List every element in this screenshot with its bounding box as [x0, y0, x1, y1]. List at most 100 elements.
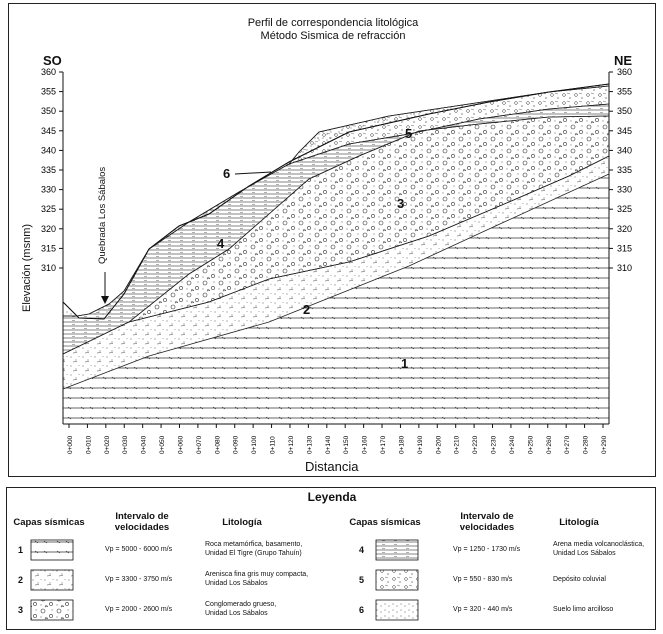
- legend-velocity-3: Vp = 2000 - 2600 m/s: [105, 606, 173, 613]
- x-tick-label: 0+140: [325, 435, 332, 454]
- legend-velocity-6: Vp = 320 - 440 m/s: [453, 606, 513, 613]
- legend-num-6: 6: [359, 605, 365, 615]
- legend-col-velocity-1: Intervalo de: [115, 511, 169, 522]
- layer-label-5: 5: [405, 126, 413, 141]
- x-tick-label: 0+110: [270, 436, 277, 454]
- y-tick-label-right: 330: [617, 185, 632, 195]
- y-axis-label: Elevación (msnm): [21, 223, 33, 312]
- legend-panel: Leyenda Capas sísmicas Intervalo de velo…: [6, 487, 656, 630]
- legend-col-velocity-2b: velocidades: [459, 522, 515, 533]
- layer-1-rock: [63, 174, 609, 424]
- x-tick-label: 0+100: [251, 435, 258, 454]
- y-tick-label-left: 345: [41, 126, 56, 136]
- legend-col-lithology-b: Litología: [559, 517, 599, 528]
- legend-col-lithology: Litología: [222, 517, 262, 528]
- y-tick-label-right: 335: [617, 165, 632, 175]
- legend-lith-1b: Unidad El Tigre (Grupo Tahuín): [205, 550, 302, 557]
- x-tick-label: 0+170: [380, 435, 387, 454]
- x-tick-label: 0+230: [491, 435, 498, 454]
- ground-surface-line: [62, 83, 610, 320]
- y-tick-label-left: 310: [41, 263, 56, 273]
- y-tick-label-left: 360: [41, 67, 56, 77]
- x-tick-label: 0+280: [583, 435, 590, 454]
- legend-col-velocity-2: velocidades: [114, 522, 170, 533]
- x-tick-label: 0+150: [343, 435, 350, 454]
- legend-col-velocity-1b: Intervalo de: [460, 511, 514, 522]
- x-tick-label: 0+290: [601, 435, 608, 454]
- legend-lith-5a: Depósito coluvial: [553, 576, 606, 583]
- legend-lith-4a: Arena media volcanoclástica,: [553, 541, 645, 548]
- y-tick-label-right: 325: [617, 204, 632, 214]
- y-tick-label-right: 345: [617, 126, 632, 136]
- x-tick-label: 0+240: [509, 435, 516, 454]
- legend-velocity-4: Vp = 1250 - 1730 m/s: [453, 546, 521, 553]
- legend-swatch-3: [30, 599, 74, 621]
- legend-num-4: 4: [359, 545, 365, 555]
- legend-swatch-1: [30, 539, 74, 561]
- legend-lith-3a: Conglomerado grueso,: [205, 601, 277, 608]
- x-tick-label: 0+060: [177, 435, 184, 454]
- layer-label-2: 2: [303, 302, 311, 317]
- legend-num-1: 1: [18, 545, 24, 555]
- layer-label-6: 6: [223, 166, 231, 181]
- y-tick-label-left: 335: [41, 165, 56, 175]
- layer-label-4: 4: [217, 236, 225, 251]
- x-tick-label: 0+090: [233, 435, 240, 454]
- layer-6-leader: [234, 171, 272, 175]
- y-tick-label-right: 350: [617, 106, 632, 116]
- x-axis-label: Distancia: [305, 459, 359, 474]
- legend-swatches: [30, 539, 419, 621]
- profile-drawing: 3603553503453403353303253203153103603553…: [41, 67, 632, 454]
- annotation-arrowhead: [101, 296, 109, 304]
- figure-title-2: Método Sismica de refracción: [260, 30, 406, 42]
- legend-num-3: 3: [18, 605, 24, 615]
- legend-velocity-2: Vp = 3300 - 3750 m/s: [105, 576, 173, 583]
- layer-label-1: 1: [401, 356, 409, 371]
- layer-label-3: 3: [397, 196, 405, 211]
- x-tick-label: 0+210: [454, 435, 461, 454]
- y-tick-label-left: 340: [41, 145, 56, 155]
- legend-num-2: 2: [18, 575, 24, 585]
- x-tick-label: 0+010: [85, 435, 92, 454]
- direction-left: SO: [43, 53, 62, 68]
- x-tick-label: 0+040: [141, 435, 148, 454]
- y-tick-label-right: 320: [617, 224, 632, 234]
- x-tick-label: 0+130: [306, 435, 313, 454]
- legend-velocity-5: Vp = 550 - 830 m/s: [453, 576, 513, 583]
- profile-panel: 360 355 350 345 340 335 330 325 320 315 310 360 355 3…: [8, 3, 656, 477]
- legend-lith-1a: Roca metamórfica, basamento,: [205, 541, 303, 548]
- y-tick-label-left: 350: [41, 106, 56, 116]
- y-tick-label-left: 355: [41, 87, 56, 97]
- legend-lith-4b: Unidad Los Sábalos: [553, 550, 616, 557]
- legend-lith-6a: Suelo limo arcilloso: [553, 606, 614, 613]
- y-tick-label-right: 355: [617, 87, 632, 97]
- x-tick-label: 0+250: [527, 435, 534, 454]
- x-tick-label: 0+050: [159, 435, 166, 454]
- legend-col-layers: Capas sísmicas: [13, 517, 85, 528]
- x-tick-label: 0+030: [122, 435, 129, 454]
- x-tick-label: 0+120: [288, 435, 295, 454]
- legend-title: Leyenda: [307, 490, 357, 504]
- y-tick-label-left: 325: [41, 204, 56, 214]
- y-tick-label-left: 320: [41, 224, 56, 234]
- x-tick-label: 0+000: [67, 435, 74, 454]
- legend-lith-2a: Arenisca fina gris muy compacta,: [205, 571, 309, 578]
- x-tick-label: 0+200: [435, 435, 442, 454]
- y-tick-label-right: 360: [617, 67, 632, 77]
- x-tick-label: 0+070: [196, 435, 203, 454]
- y-tick-label-right: 315: [617, 243, 632, 253]
- x-tick-label: 0+220: [472, 435, 479, 454]
- legend-swatch-2: [30, 569, 74, 591]
- legend-lith-2b: Unidad Los Sábalos: [205, 580, 268, 587]
- legend-swatch-6: [375, 599, 419, 621]
- legend-velocity-1: Vp = 5000 - 6000 m/s: [105, 546, 173, 553]
- x-tick-label: 0+260: [546, 435, 553, 454]
- figure-title-1: Perfil de correspondencia litológica: [247, 17, 419, 29]
- y-tick-label-left: 330: [41, 185, 56, 195]
- y-tick-label-right: 340: [617, 145, 632, 155]
- x-tick-label: 0+190: [417, 435, 424, 454]
- legend-col-layers-b: Capas sísmicas: [349, 517, 421, 528]
- x-tick-label: 0+180: [398, 435, 405, 454]
- x-tick-label: 0+080: [214, 435, 221, 454]
- legend-swatch-5: [375, 569, 419, 591]
